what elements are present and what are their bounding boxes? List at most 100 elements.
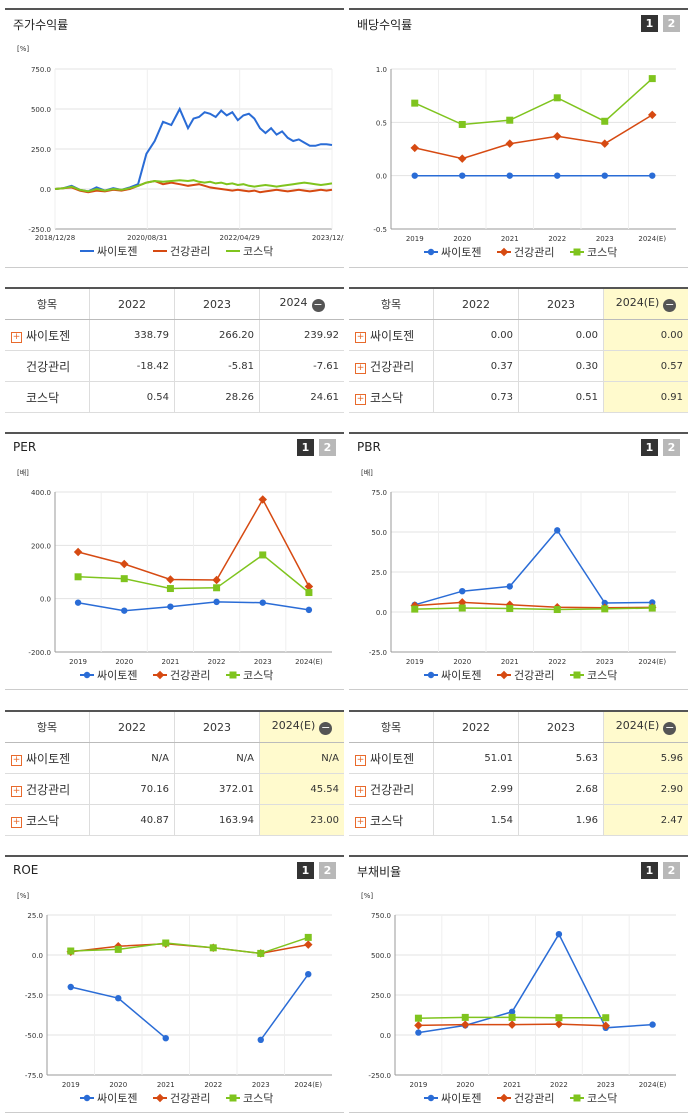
legend-label: 코스닥 (587, 1092, 617, 1105)
row-label: + 코스닥 (5, 804, 90, 836)
y-unit-label: [%] (17, 45, 29, 53)
data-point (166, 575, 175, 584)
x-tick-label: 2023 (596, 658, 614, 666)
collapse-minus-icon[interactable]: − (319, 721, 333, 735)
table-row: + 코스닥 1.54 1.96 2.47 (349, 804, 688, 836)
collapse-minus-icon[interactable]: − (311, 298, 325, 312)
data-point (73, 547, 83, 557)
y-tick-label: -25.0 (25, 992, 43, 1000)
data-point (602, 1014, 610, 1022)
row-label-text: 코스닥 (370, 813, 404, 828)
series-3 (411, 75, 656, 128)
series-3 (74, 551, 313, 597)
view-1-button[interactable]: 1 (297, 439, 314, 456)
data-point (573, 1094, 581, 1102)
table-cell: 45.54 (259, 773, 344, 805)
expand-plus-icon[interactable]: + (11, 331, 22, 343)
row-label-text: 싸이토젠 (26, 328, 71, 343)
legend-item: 코스닥 (570, 1092, 617, 1105)
expand-plus-icon[interactable]: + (355, 785, 366, 797)
table-cell: 0.30 (518, 350, 604, 382)
table-cell: 51.01 (433, 742, 519, 774)
view-2-button[interactable]: 2 (319, 439, 336, 456)
y-tick-label: 750.0 (371, 912, 391, 920)
table-row: + 건강관리 2.99 2.68 2.90 (349, 773, 688, 805)
series-line (54, 106, 333, 193)
expand-plus-icon[interactable]: + (355, 816, 366, 828)
series-line (414, 529, 653, 606)
data-point (506, 604, 514, 612)
table-row: + 싸이토젠 N/A N/A N/A (5, 742, 344, 774)
series-1 (411, 172, 656, 179)
y-tick-label: -25.0 (369, 649, 387, 657)
header-label: 항목 (36, 298, 58, 311)
collapse-minus-icon[interactable]: − (663, 298, 677, 312)
legend-item: 건강관리 (153, 669, 210, 682)
table-cell: 70.16 (89, 773, 175, 805)
data-point (304, 933, 312, 941)
data-point (458, 154, 467, 163)
table-cell: 372.01 (174, 773, 260, 805)
expand-plus-icon[interactable]: + (11, 816, 22, 828)
x-tick-label: 2019 (62, 1081, 80, 1089)
x-tick-label: 2023 (596, 235, 614, 243)
column-header-year: 2024− (259, 288, 344, 320)
data-point (121, 607, 128, 614)
collapse-minus-icon[interactable]: − (663, 721, 677, 735)
row-label: + 싸이토젠 (349, 319, 434, 351)
legend-item: 건강관리 (153, 1092, 210, 1105)
series-1 (67, 971, 312, 1043)
expand-plus-icon[interactable]: + (355, 393, 366, 405)
table-cell: N/A (174, 742, 260, 774)
view-1-button[interactable]: 1 (297, 862, 314, 879)
legend-label: 건강관리 (170, 245, 210, 258)
view-2-button[interactable]: 2 (663, 862, 680, 879)
per-table: 항목 2022 2023 2024(E) − + 싸이토젠 N/A N/A N/A + 건강관리 70.… (5, 710, 344, 836)
column-header-item: 항목 (349, 711, 434, 743)
expand-plus-icon[interactable]: + (355, 754, 366, 766)
view-1-button[interactable]: 1 (641, 15, 658, 32)
expand-plus-icon[interactable]: + (11, 785, 22, 797)
series-3 (411, 604, 656, 614)
data-point (506, 583, 513, 590)
x-tick-label: 2020 (115, 658, 133, 666)
view-2-button[interactable]: 2 (663, 439, 680, 456)
data-point (305, 971, 312, 978)
table-row: + 건강관리 70.16 372.01 45.54 (5, 773, 344, 805)
legend-label: 건강관리 (514, 1092, 554, 1105)
y-tick-label: -250.0 (368, 1072, 391, 1080)
header-label: 2022 (462, 297, 490, 311)
x-tick-label: 2023/12/28 (312, 234, 344, 242)
per-chart: [배] 400.0 200.0 0.0 -200.0 2019 2020 2021 2022 20… (17, 468, 332, 682)
series-3 (414, 1013, 610, 1022)
data-point (555, 931, 563, 938)
y-tick-label: -250.0 (28, 226, 51, 234)
header-label: 2023 (203, 297, 231, 311)
table-cell: 1.96 (518, 804, 604, 836)
expand-plus-icon[interactable]: + (11, 754, 22, 766)
y-tick-label: 0.0 (380, 1032, 391, 1040)
stock-return-table: 항목 2022 2023 2024− + 싸이토젠 338.79 266.20 239.92 건강… (5, 287, 344, 413)
data-point (257, 1036, 264, 1043)
table-cell: 239.92 (259, 319, 344, 351)
table-cell: 0.73 (433, 381, 519, 413)
header-label: 2024(E) (615, 719, 660, 732)
expand-plus-icon[interactable]: + (355, 331, 366, 343)
data-point (74, 573, 82, 581)
y-tick-label: 1.0 (376, 66, 387, 74)
panel-title: 배당수익률 (357, 18, 413, 32)
view-1-button[interactable]: 1 (641, 439, 658, 456)
view-2-button[interactable]: 2 (319, 862, 336, 879)
view-2-button[interactable]: 2 (663, 15, 680, 32)
table-row: + 코스닥 0.73 0.51 0.91 (349, 381, 688, 413)
expand-plus-icon[interactable]: + (355, 362, 366, 374)
legend-label: 코스닥 (243, 1092, 273, 1105)
column-header-year: 2022 (433, 288, 519, 320)
header-label: 항목 (36, 721, 58, 734)
view-1-button[interactable]: 1 (641, 862, 658, 879)
series-2 (414, 1019, 610, 1030)
data-point (411, 605, 419, 613)
legend-item: 싸이토젠 (424, 669, 481, 682)
